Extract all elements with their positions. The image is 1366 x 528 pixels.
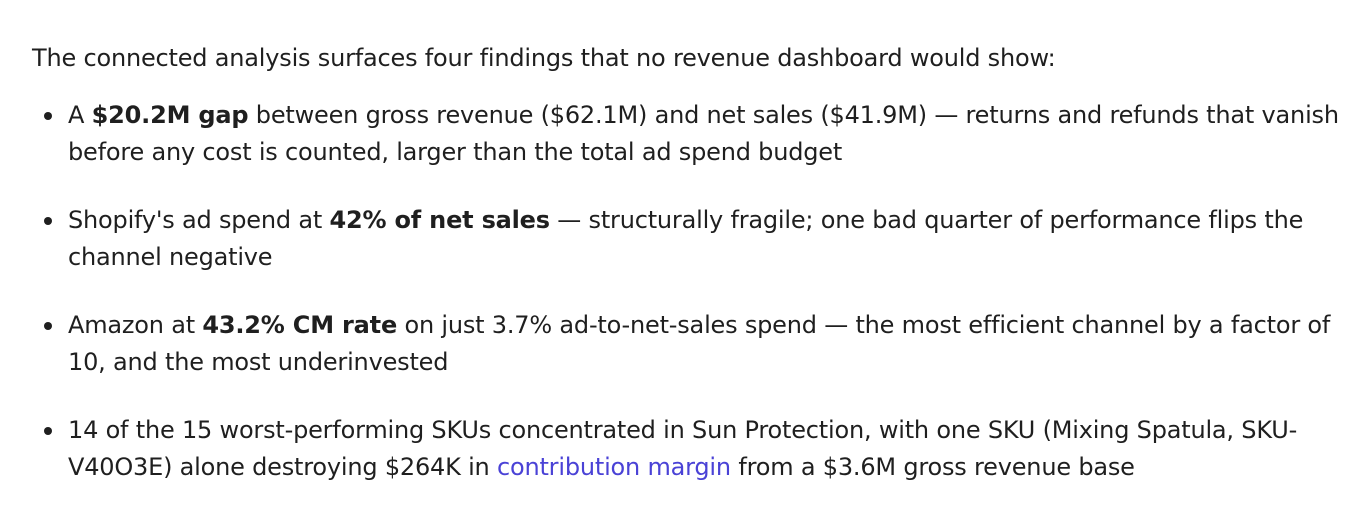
contribution-margin-link[interactable]: contribution margin: [496, 453, 731, 481]
finding-3-pre: Amazon at: [68, 311, 203, 339]
finding-item-3: Amazon at 43.2% CM rate on just 3.7% ad-…: [32, 307, 1362, 381]
finding-4-pre: 14 of the 15 worst-performing SKUs conce…: [68, 416, 1298, 481]
bullet-icon: [44, 427, 52, 435]
intro-paragraph: The connected analysis surfaces four fin…: [32, 44, 1056, 72]
finding-1-post: between gross revenue ($62.1M) and net s…: [68, 101, 1339, 166]
finding-2-bold: 42% of net sales: [329, 206, 551, 234]
finding-4-post: from a $3.6M gross revenue base: [730, 453, 1135, 481]
finding-item-1: A $20.2M gap between gross revenue ($62.…: [32, 97, 1362, 171]
findings-list: A $20.2M gap between gross revenue ($62.…: [32, 97, 1362, 486]
bullet-icon: [44, 112, 52, 120]
bullet-icon: [44, 217, 52, 225]
finding-3-post: on just 3.7% ad-to-net-sales spend — the…: [68, 311, 1331, 376]
finding-item-2: Shopify's ad spend at 42% of net sales —…: [32, 202, 1362, 276]
finding-2-post: — structurally fragile; one bad quarter …: [68, 206, 1304, 271]
finding-1-pre: A: [68, 101, 92, 129]
finding-item-4: 14 of the 15 worst-performing SKUs conce…: [32, 412, 1362, 486]
finding-1-bold: $20.2M gap: [91, 101, 249, 129]
finding-3-bold: 43.2% CM rate: [202, 311, 398, 339]
bullet-icon: [44, 322, 52, 330]
finding-2-pre: Shopify's ad spend at: [68, 206, 330, 234]
document-body: The connected analysis surfaces four fin…: [32, 40, 1362, 517]
